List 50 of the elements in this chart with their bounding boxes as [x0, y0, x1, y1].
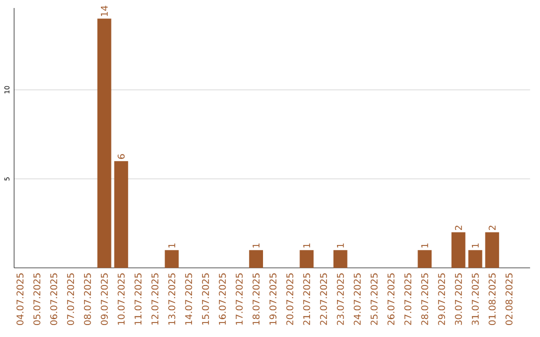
x-tick-label: 01.08.2025	[488, 273, 496, 325]
x-tick-label: 15.07.2025	[202, 273, 209, 324]
x-tick-label: 21.07.2025	[303, 273, 310, 325]
x-tick-label: 24.07.2025	[354, 273, 361, 325]
x-tick-label: 22.07.2025	[320, 273, 328, 325]
x-tick-label: 31.07.2025	[472, 273, 479, 325]
x-tick-label: 17.07.2025	[236, 273, 243, 324]
data-label: 1	[303, 243, 310, 248]
x-tick-label: 08.07.2025	[84, 273, 91, 325]
data-label: 1	[168, 243, 176, 248]
bar	[114, 160, 128, 268]
x-tick-label: 09.07.2025	[100, 273, 108, 325]
bar	[300, 250, 314, 268]
data-label: 1	[337, 243, 344, 248]
x-tick-label: 26.07.2025	[387, 273, 394, 325]
x-tick-label: 07.07.2025	[67, 273, 74, 325]
data-label: 6	[118, 154, 125, 159]
data-label: 2	[488, 226, 496, 230]
x-tick-label: 04.07.2025	[16, 273, 24, 325]
x-tick-label: 28.07.2025	[421, 273, 428, 325]
x-tick-label: 12.07.2025	[151, 273, 158, 324]
x-tick-label: 25.07.2025	[370, 273, 378, 325]
x-tick-label: 23.07.2025	[336, 273, 344, 325]
x-tick-label: 11.07.2025	[134, 273, 142, 324]
x-tick-label: 19.07.2025	[269, 273, 276, 324]
data-label: 14	[100, 6, 108, 16]
x-tick-label: 14.07.2025	[185, 273, 192, 324]
data-label: 1	[252, 243, 260, 248]
bar	[468, 250, 482, 268]
data-label: 1	[472, 243, 479, 248]
bar	[164, 250, 179, 268]
x-tick-label: 27.07.2025	[404, 273, 412, 325]
data-label: 1	[421, 243, 428, 248]
x-tick-label: 20.07.2025	[286, 273, 294, 325]
x-tick-label: 18.07.2025	[252, 273, 260, 324]
x-tick-label: 13.07.2025	[168, 273, 176, 324]
x-tick-label: 16.07.2025	[218, 273, 226, 324]
bar	[97, 18, 112, 268]
bar	[249, 250, 264, 268]
bar	[418, 250, 432, 268]
x-tick-label: 30.07.2025	[454, 273, 462, 325]
x-tick-label: 29.07.2025	[438, 273, 446, 325]
bar	[485, 232, 500, 268]
bar	[333, 250, 348, 268]
bar	[451, 232, 466, 268]
x-tick-label: 02.08.2025	[506, 273, 512, 325]
x-tick-label: 05.07.2025	[33, 273, 40, 325]
x-tick-label: 10.07.2025	[118, 273, 125, 324]
x-tick-label: 06.07.2025	[50, 273, 58, 325]
data-label: 2	[454, 226, 462, 230]
